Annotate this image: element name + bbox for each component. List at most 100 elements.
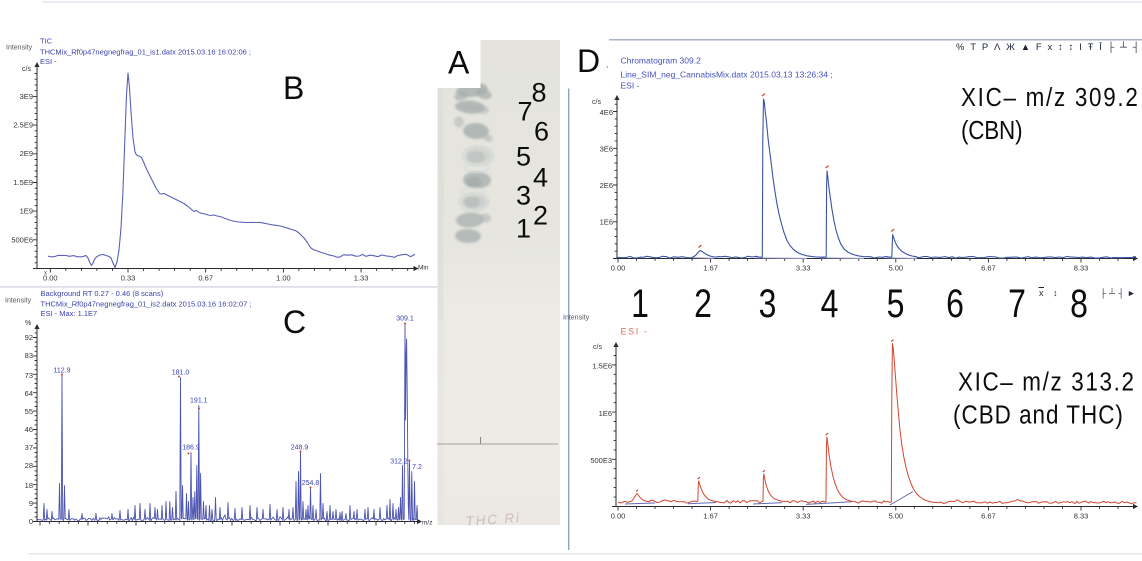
svg-text:3.33: 3.33 <box>796 512 811 521</box>
svg-text:4: 4 <box>821 281 839 326</box>
svg-text:55: 55 <box>25 407 33 416</box>
svg-text:3: 3 <box>516 181 531 211</box>
svg-text:46: 46 <box>25 425 33 434</box>
svg-text:5.00: 5.00 <box>888 264 903 273</box>
svg-text:7: 7 <box>1008 281 1026 326</box>
svg-text:1E9: 1E9 <box>20 207 33 216</box>
svg-text:Chromatogram 309.2: Chromatogram 309.2 <box>621 56 702 66</box>
svg-text:C: C <box>283 304 306 340</box>
svg-text:1E6: 1E6 <box>599 409 612 418</box>
svg-text:500E6: 500E6 <box>11 235 33 244</box>
svg-text:8.33: 8.33 <box>1074 264 1089 273</box>
svg-text:2: 2 <box>694 281 712 326</box>
svg-text:312.2: 312.2 <box>390 459 408 466</box>
svg-text:↕: ↕ <box>1053 288 1058 298</box>
svg-text:2: 2 <box>533 201 548 231</box>
svg-text:6.67: 6.67 <box>981 264 996 273</box>
svg-text:%: % <box>25 320 31 327</box>
svg-text:,: , <box>606 59 609 69</box>
svg-text:c/s: c/s <box>592 99 601 106</box>
svg-text:c/s: c/s <box>22 66 31 73</box>
svg-text:5: 5 <box>516 142 531 172</box>
svg-text:(CBD and THC): (CBD and THC) <box>953 401 1123 430</box>
svg-text:4E6: 4E6 <box>600 108 613 117</box>
svg-text:TIC: TIC <box>40 37 53 46</box>
svg-text:112.9: 112.9 <box>54 368 71 375</box>
svg-text:1: 1 <box>516 214 531 244</box>
svg-text:248.9: 248.9 <box>291 445 309 452</box>
svg-text:8.33: 8.33 <box>1074 512 1089 521</box>
svg-text:500E3: 500E3 <box>590 456 612 465</box>
svg-text:1.00: 1.00 <box>276 274 291 283</box>
svg-text:ESI - Max: 1.1E7: ESI - Max: 1.1E7 <box>41 309 98 318</box>
svg-text:28: 28 <box>25 461 33 470</box>
svg-text:2E6: 2E6 <box>600 181 613 190</box>
svg-text:Intensity: Intensity <box>5 298 32 305</box>
svg-text:181.0: 181.0 <box>172 370 190 377</box>
svg-text:3.33: 3.33 <box>796 264 811 273</box>
svg-text:3E9: 3E9 <box>20 92 33 101</box>
svg-text:83: 83 <box>25 351 33 360</box>
svg-text:B: B <box>283 70 304 106</box>
svg-text:0.33: 0.33 <box>121 274 136 283</box>
svg-text:73: 73 <box>25 371 33 380</box>
svg-text:A: A <box>448 45 470 81</box>
svg-text:THCMix_Rf0p47negnegfrag_01_is2: THCMix_Rf0p47negnegfrag_01_is2.datx 2015… <box>41 300 252 309</box>
svg-text:7.2: 7.2 <box>412 464 422 471</box>
svg-text:THC Ri: THC Ri <box>465 510 521 529</box>
svg-text:Min: Min <box>418 265 429 272</box>
svg-text:8: 8 <box>531 78 546 108</box>
svg-text:254.8: 254.8 <box>302 480 320 487</box>
svg-text:m/z: m/z <box>422 520 432 527</box>
svg-text:ESI -: ESI - <box>40 57 57 66</box>
svg-text:6: 6 <box>946 281 964 326</box>
svg-text:x: x <box>44 271 47 277</box>
svg-text:6: 6 <box>534 117 549 147</box>
svg-text:0.00: 0.00 <box>43 274 58 283</box>
svg-text:6.67: 6.67 <box>981 512 996 521</box>
svg-text:1.67: 1.67 <box>703 512 718 521</box>
svg-text:1.33: 1.33 <box>354 274 369 283</box>
svg-text:92: 92 <box>25 333 33 342</box>
svg-text:186.9: 186.9 <box>182 445 200 452</box>
svg-text:3E6: 3E6 <box>600 144 613 153</box>
svg-text:7: 7 <box>517 97 532 127</box>
svg-text:1.67: 1.67 <box>703 264 718 273</box>
svg-text:1.5E9: 1.5E9 <box>13 178 33 187</box>
svg-text:0.67: 0.67 <box>198 274 213 283</box>
svg-text:8: 8 <box>1070 281 1088 326</box>
svg-text:├┴┤►: ├┴┤► <box>1100 288 1138 299</box>
svg-text:37: 37 <box>25 443 33 452</box>
svg-text:Intensity: Intensity <box>563 315 590 322</box>
svg-text:1E6: 1E6 <box>600 218 613 227</box>
svg-text:18: 18 <box>25 481 33 490</box>
svg-text:191.1: 191.1 <box>190 398 208 405</box>
svg-text:Background RT 0.27 - 0.46 (8 s: Background RT 0.27 - 0.46 (8 scans) <box>41 289 164 298</box>
svg-text:64: 64 <box>25 389 33 398</box>
svg-text:0: 0 <box>29 517 33 526</box>
svg-text:ESI -: ESI - <box>621 81 640 91</box>
svg-text:1: 1 <box>631 281 649 326</box>
svg-text:2.5E9: 2.5E9 <box>13 121 33 130</box>
svg-text:1.5E6: 1.5E6 <box>592 362 612 371</box>
svg-text:9: 9 <box>29 499 33 508</box>
svg-text:x: x <box>1039 288 1044 298</box>
svg-text:Line_SIM_neg_CannabisMix.datx: Line_SIM_neg_CannabisMix.datx 2015.03.13… <box>621 70 833 80</box>
svg-text:XIC– m/z 309.2: XIC– m/z 309.2 <box>961 84 1138 113</box>
svg-text:309.1: 309.1 <box>396 316 414 323</box>
svg-text:THCMix_Rf0p47negnegfrag_01_is1: THCMix_Rf0p47negnegfrag_01_is1.datx 2015… <box>40 48 251 57</box>
svg-text:Intensity: Intensity <box>6 45 33 52</box>
svg-text:2E9: 2E9 <box>20 149 33 158</box>
svg-text:XIC– m/z 313.2: XIC– m/z 313.2 <box>958 368 1134 397</box>
svg-text:0.00: 0.00 <box>611 264 626 273</box>
svg-text:c/s: c/s <box>593 344 602 351</box>
svg-text:D: D <box>577 43 600 79</box>
svg-text:3: 3 <box>759 281 777 326</box>
svg-text:0.00: 0.00 <box>611 512 626 521</box>
svg-text:(CBN): (CBN) <box>961 117 1023 146</box>
svg-text:5: 5 <box>887 281 905 326</box>
svg-text:%TPΛЖ▲Fx↕↕IŦĪ├┴┤: %TPΛЖ▲Fx↕↕IŦĪ├┴┤ <box>956 41 1142 53</box>
svg-text:5.00: 5.00 <box>888 512 903 521</box>
svg-text:ESI -: ESI - <box>621 327 649 337</box>
svg-text:4: 4 <box>533 163 548 193</box>
